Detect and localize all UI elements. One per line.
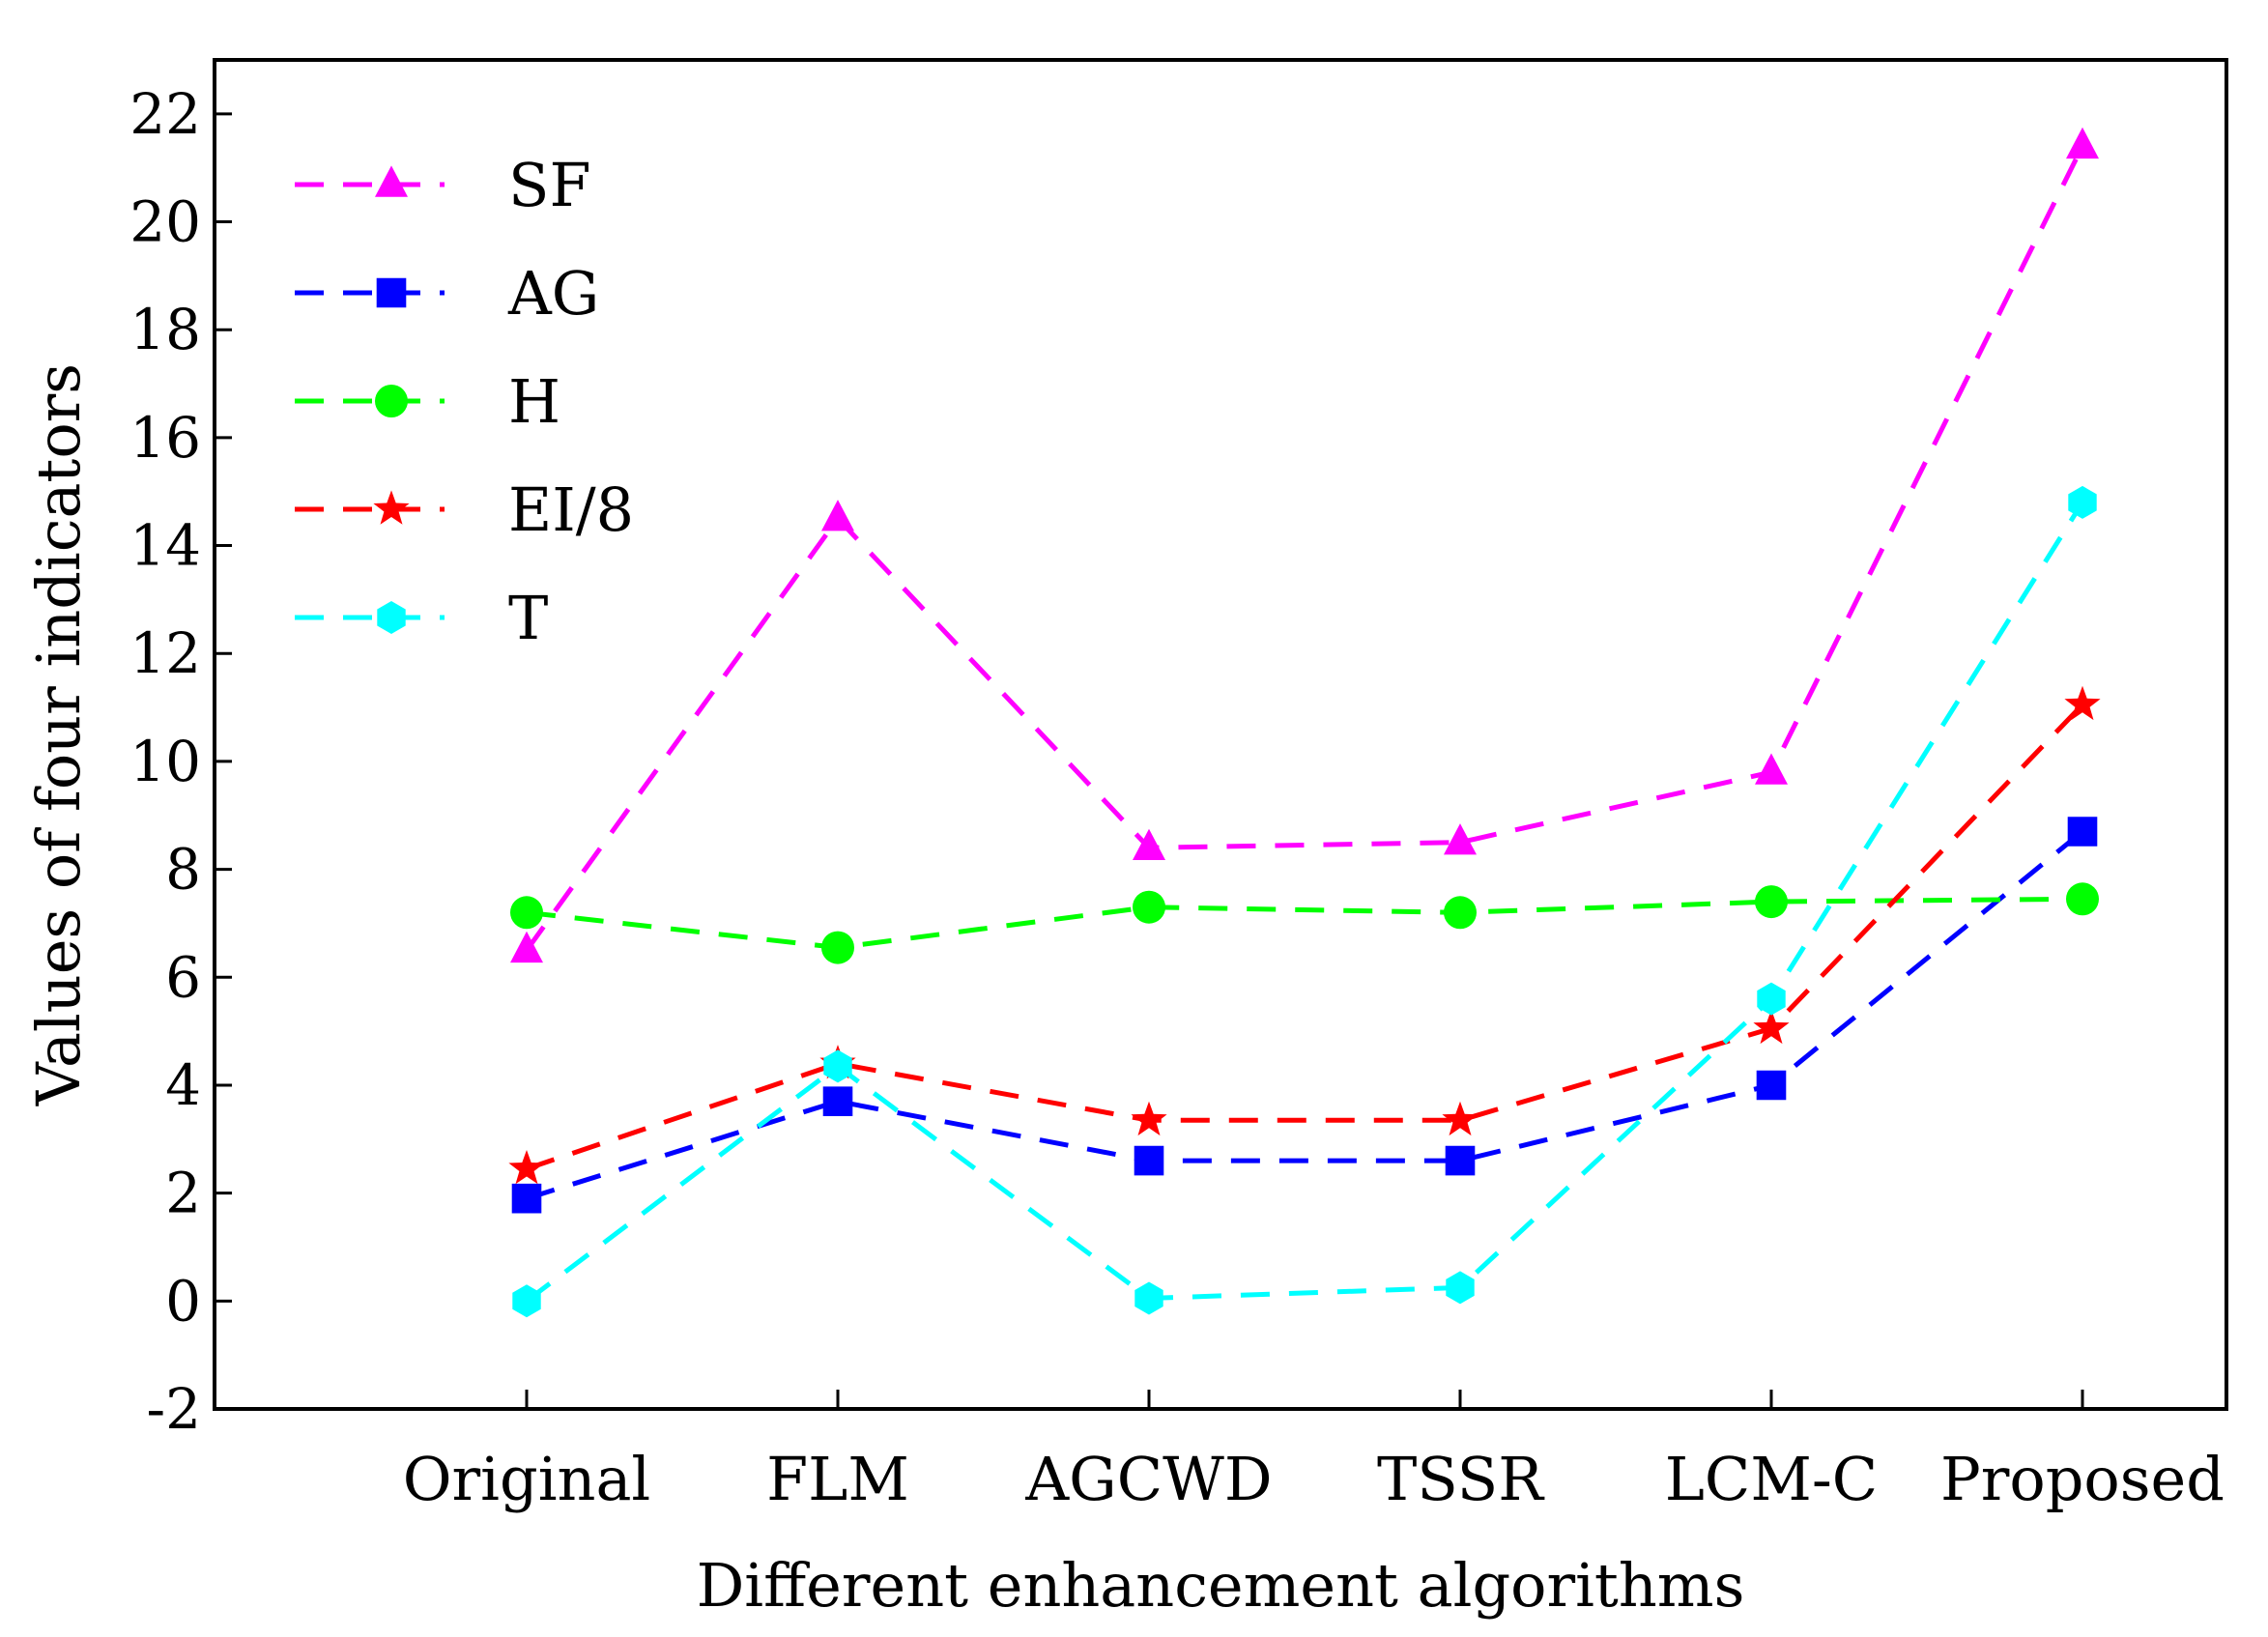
data-point-sf (1444, 823, 1477, 855)
legend-label-sf: SF (508, 150, 591, 220)
data-point-ei-8 (2064, 685, 2101, 721)
data-point-ei-8 (508, 1150, 545, 1185)
data-point-ag (1445, 1145, 1476, 1176)
data-point-t (1446, 1271, 1475, 1305)
data-point-ag (1756, 1070, 1787, 1101)
y-tick-label: 0 (165, 1268, 201, 1334)
y-tick-label: 18 (129, 297, 201, 362)
series-line-ei-8 (526, 703, 2084, 1171)
y-tick-label: 20 (129, 189, 201, 255)
data-point-ei-8 (1753, 1009, 1790, 1045)
y-tick-label: -2 (147, 1376, 202, 1442)
x-tick-label: LCM-C (1665, 1444, 1878, 1514)
series-line-t (525, 501, 2085, 1304)
data-point-t (1757, 982, 1786, 1016)
data-point-ei-8 (1131, 1101, 1167, 1136)
data-point-ag (2067, 817, 2098, 847)
x-axis: Original FLM AGCWD TSSR LCM-C Proposed (403, 1390, 2225, 1514)
data-point-h (821, 931, 854, 964)
y-tick-label: 10 (129, 729, 201, 794)
x-tick-label: AGCWD (1024, 1444, 1272, 1514)
y-tick-label: 2 (165, 1161, 201, 1226)
data-point-h (1133, 890, 1165, 924)
series-line-h (526, 896, 2083, 951)
y-tick-label: 4 (165, 1052, 201, 1118)
y-tick-label: 8 (165, 837, 201, 903)
data-point-h (2066, 882, 2099, 916)
data-point-t (512, 1284, 541, 1318)
x-tick-label: Original (403, 1444, 651, 1514)
y-tick-label: 6 (165, 944, 201, 1010)
x-tick-label: FLM (766, 1444, 909, 1514)
data-point-sf (2066, 127, 2099, 159)
legend-marker-h (375, 385, 408, 417)
x-axis-title: Different enhancement algorithms (697, 1550, 1745, 1621)
y-tick-label: 12 (129, 620, 201, 686)
data-point-t (823, 1049, 852, 1083)
series-line-ag (526, 829, 2084, 1201)
data-point-ag (822, 1086, 853, 1116)
legend-marker-ag (376, 277, 407, 308)
data-point-h (510, 896, 543, 930)
data-point-ag (1134, 1145, 1164, 1176)
y-axis: -2 0 2 4 6 8 10 12 14 16 18 20 22 (129, 81, 232, 1442)
plot-frame (213, 58, 2228, 1411)
data-point-ei-8 (1442, 1101, 1479, 1136)
data-point-t (1134, 1281, 1163, 1315)
series-lines (524, 145, 2085, 1304)
legend: SF AG H EI/8 T (295, 150, 634, 653)
data-point-h (1444, 896, 1477, 930)
y-tick-label: 14 (129, 513, 201, 579)
y-tick-label: 16 (129, 405, 201, 471)
legend-marker-ei-8 (373, 490, 410, 525)
legend-marker-sf (375, 165, 408, 197)
y-axis-title: Values of four indicators (23, 363, 94, 1106)
data-point-sf (510, 931, 543, 963)
x-tick-label: TSSR (1377, 1444, 1545, 1514)
data-point-sf (1755, 753, 1788, 785)
data-point-ag (511, 1183, 542, 1214)
series-markers (508, 127, 2101, 1318)
data-point-sf (1133, 828, 1165, 860)
data-point-h (1755, 885, 1788, 919)
legend-label-t: T (508, 583, 548, 653)
y-tick-label: 22 (129, 81, 201, 147)
x-tick-label: Proposed (1940, 1444, 2225, 1514)
data-point-sf (821, 500, 854, 531)
data-point-t (2068, 485, 2097, 519)
legend-marker-t (377, 601, 406, 634)
legend-label-ei-8: EI/8 (508, 474, 634, 545)
legend-label-h: H (508, 366, 560, 437)
legend-label-ag: AG (507, 258, 599, 329)
series-line-sf (524, 145, 2085, 952)
